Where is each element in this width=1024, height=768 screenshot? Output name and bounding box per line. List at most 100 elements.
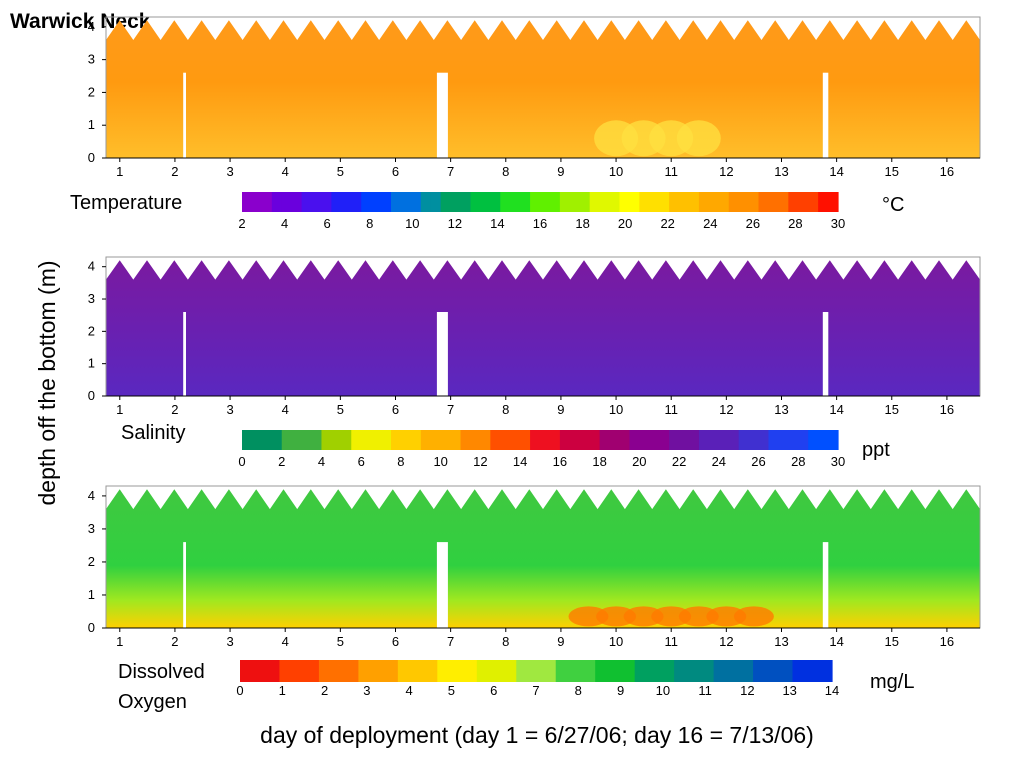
x-tick-label: 6: [392, 634, 399, 649]
data-gap: [183, 72, 186, 158]
low-do-spot: [596, 606, 637, 627]
y-tick-label: 3: [88, 291, 95, 306]
colorbar-cell: [299, 660, 310, 682]
x-tick-label: 9: [557, 402, 564, 417]
colorbar-cell: [321, 192, 332, 212]
colorbar-cell: [758, 430, 770, 450]
colorbar-cell: [808, 430, 819, 450]
colorbar-tick-label: 0: [236, 683, 243, 698]
colorbar-cell: [371, 430, 382, 450]
colorbar-cell: [486, 660, 498, 682]
y-tick-label: 1: [88, 587, 95, 602]
colorbar-cell: [728, 430, 740, 450]
colorbar-cell: [555, 660, 567, 682]
colorbar-cell: [579, 192, 591, 212]
x-tick-label: 13: [774, 402, 788, 417]
colorbar-cell: [698, 430, 710, 450]
colorbar-cell: [510, 430, 521, 450]
y-tick-label: 0: [88, 620, 95, 635]
colorbar-cell: [500, 430, 511, 450]
colorbar-cell: [569, 430, 581, 450]
y-tick-label: 0: [88, 388, 95, 403]
y-tick-label: 1: [88, 356, 95, 371]
colorbar-cell: [417, 660, 429, 682]
colorbar-tick-label: 14: [490, 216, 504, 231]
colorbar-tick-label: 8: [397, 454, 404, 469]
colorbar-cell: [480, 192, 491, 212]
colorbar-cell: [351, 430, 362, 450]
temperature-colorbar-label: Temperature: [70, 192, 182, 214]
data-field: [106, 260, 980, 396]
colorbar-cell: [798, 430, 809, 450]
data-field: [106, 20, 980, 158]
colorbar-cell: [818, 430, 829, 450]
colorbar-cell: [664, 660, 675, 682]
y-tick-label: 2: [88, 323, 95, 338]
colorbar-cell: [496, 660, 507, 682]
data-gap: [436, 542, 448, 628]
temperature-colorbar: 2 4 6 8 10 12 14 16 18 20 22 24 26 28 30: [238, 192, 845, 231]
colorbar-cell: [818, 192, 829, 212]
colorbar-cell: [318, 660, 330, 682]
data-gap: [436, 72, 448, 158]
y-axis-label: depth off the bottom (m): [34, 260, 60, 505]
colorbar-tick-label: 22: [660, 216, 674, 231]
colorbar-tick-label: 16: [553, 454, 567, 469]
chart-title: Warwick Neck: [10, 10, 151, 33]
colorbar-cell: [644, 660, 655, 682]
x-tick-label: 2: [171, 164, 178, 179]
colorbar-cell: [309, 660, 320, 682]
colorbar-cell: [748, 192, 760, 212]
colorbar-cell: [520, 192, 531, 212]
colorbar-cell: [261, 192, 273, 212]
colorbar-cell: [351, 192, 362, 212]
x-tick-label: 5: [337, 164, 344, 179]
salinity-colorbar: 0 2 4 6 8 10 12 14 16 18 20 22 24 26 28 30: [238, 430, 845, 469]
colorbar-cell: [271, 430, 283, 450]
colorbar-cell: [624, 660, 636, 682]
colorbar-tick-label: 7: [532, 683, 539, 698]
colorbar-tick-label: 20: [618, 216, 632, 231]
colorbar-cell: [698, 192, 710, 212]
colorbar-tick-label: 30: [831, 216, 845, 231]
colorbar-tick-label: 14: [825, 683, 839, 698]
colorbar-cell: [440, 192, 452, 212]
colorbar-cell: [291, 192, 303, 212]
colorbar-tick-label: 2: [321, 683, 328, 698]
colorbar-cell: [251, 430, 263, 450]
colorbar-cell: [738, 430, 750, 450]
colorbar-cell: [540, 430, 551, 450]
y-tick-label: 3: [88, 52, 95, 67]
colorbar-cell: [321, 430, 332, 450]
colorbar-cell: [649, 430, 660, 450]
x-tick-label: 14: [829, 634, 843, 649]
colorbar-cell: [358, 660, 369, 682]
colorbar-cell: [530, 430, 541, 450]
colorbar-cell: [659, 430, 670, 450]
colorbar-cell: [341, 430, 352, 450]
colorbar-tick-label: 18: [592, 454, 606, 469]
x-tick-label: 2: [171, 402, 178, 417]
colorbar-cell: [391, 430, 402, 450]
data-gap: [822, 542, 829, 628]
y-tick-label: 1: [88, 117, 95, 132]
x-tick-label: 2: [171, 634, 178, 649]
colorbar-cell: [371, 192, 382, 212]
x-tick-label: 1: [116, 634, 123, 649]
x-tick-label: 12: [719, 634, 733, 649]
low-do-spot: [706, 606, 747, 627]
colorbar-cell: [619, 192, 630, 212]
x-tick-label: 7: [447, 634, 454, 649]
colorbar-cell: [400, 430, 412, 450]
x-tick-label: 8: [502, 402, 509, 417]
colorbar-cell: [559, 192, 571, 212]
colorbar-cell: [476, 660, 488, 682]
colorbar-cell: [728, 192, 740, 212]
colorbar-tick-label: 4: [281, 216, 288, 231]
colorbar-tick-label: 4: [405, 683, 412, 698]
colorbar-cell: [549, 192, 561, 212]
colorbar-cell: [420, 192, 432, 212]
